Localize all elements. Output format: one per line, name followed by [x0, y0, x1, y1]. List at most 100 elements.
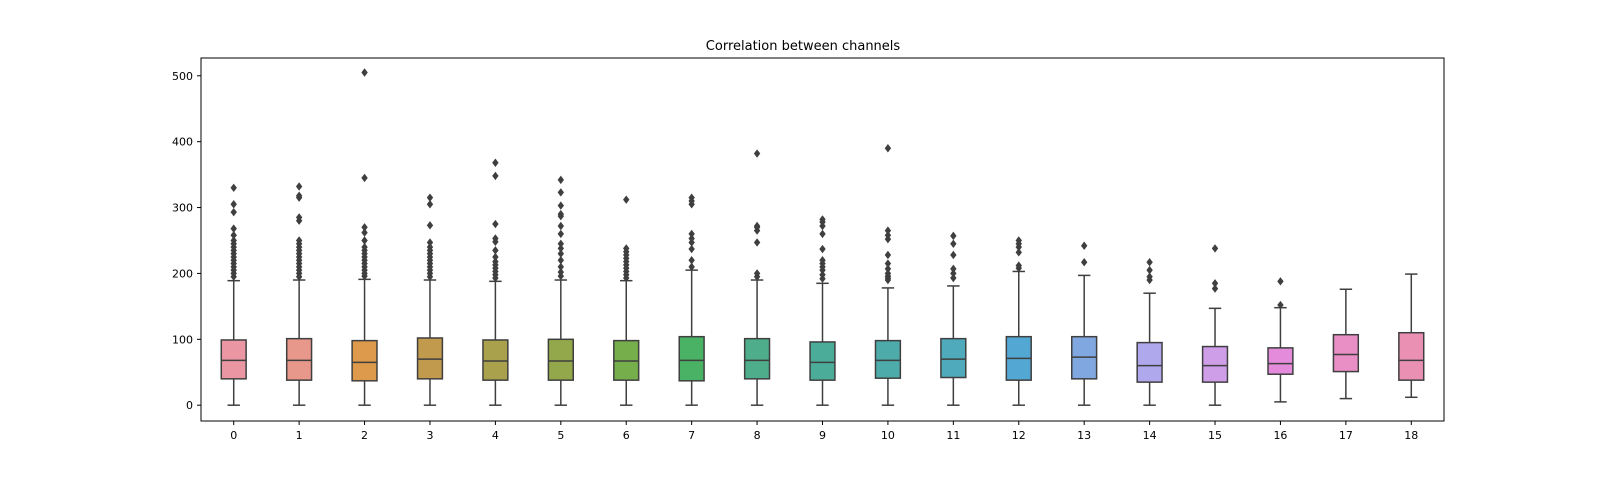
outlier-point — [950, 273, 957, 283]
outlier-point — [557, 244, 565, 253]
box-iqr-15 — [1201, 345, 1229, 383]
outlier-point — [557, 267, 565, 277]
outlier-point — [688, 229, 695, 239]
outlier-point — [230, 236, 237, 245]
outlier-point — [688, 193, 695, 202]
outlier-point — [1146, 272, 1153, 281]
x-tick-label: 5 — [557, 429, 564, 442]
outlier-point — [557, 239, 565, 248]
box-iqr-11 — [940, 337, 967, 379]
box-iqr-10 — [874, 339, 902, 379]
outlier-point — [492, 234, 499, 243]
box-iqr-8 — [743, 337, 771, 380]
box-iqr-16 — [1267, 347, 1294, 375]
outlier-point — [1211, 279, 1219, 288]
outlier-point — [557, 201, 565, 210]
outlier-point — [688, 262, 695, 272]
outlier-point — [884, 264, 892, 274]
outlier-point — [295, 213, 303, 222]
outlier-point — [1211, 284, 1219, 293]
outlier-point — [295, 191, 303, 200]
outlier-point — [623, 244, 630, 253]
outlier-point — [1146, 258, 1153, 267]
y-tick-label: 500 — [172, 70, 193, 83]
outlier-point — [1080, 241, 1088, 250]
box-iqr-18 — [1398, 331, 1425, 381]
outlier-point — [230, 207, 237, 217]
outlier-point — [492, 252, 499, 262]
outlier-point — [753, 238, 761, 247]
box-iqr-1 — [285, 337, 313, 381]
outlier-point — [230, 183, 237, 192]
outlier-point — [688, 244, 695, 254]
y-tick-label: 100 — [172, 333, 193, 346]
x-tick-label: 2 — [361, 429, 368, 442]
outlier-point — [492, 158, 499, 167]
outlier-point — [884, 226, 892, 235]
outlier-point — [492, 219, 499, 229]
x-tick-label: 3 — [426, 429, 433, 442]
x-tick-label: 8 — [754, 429, 761, 442]
outlier-point — [950, 239, 957, 248]
outlier-point — [426, 238, 434, 247]
outlier-point — [950, 231, 957, 241]
outlier-point — [557, 256, 565, 265]
outlier-point — [557, 188, 565, 197]
outlier-point — [557, 262, 565, 272]
outlier-point — [492, 171, 499, 181]
outlier-point — [753, 269, 761, 278]
outlier-point — [361, 223, 368, 232]
outlier-point — [557, 229, 565, 239]
outlier-point — [753, 149, 761, 158]
outlier-point — [623, 195, 630, 204]
outlier-point — [295, 236, 303, 245]
outlier-point — [557, 175, 565, 185]
outlier-point — [950, 269, 957, 278]
outlier-point — [426, 242, 434, 252]
outlier-point — [688, 234, 695, 243]
outlier-point — [361, 236, 368, 245]
outlier-point — [1146, 265, 1153, 275]
outlier-point — [295, 182, 303, 191]
x-tick-label: 17 — [1339, 429, 1353, 442]
outlier-point — [1277, 277, 1284, 286]
x-tick-label: 15 — [1208, 429, 1222, 442]
chart-title: Correlation between channels — [706, 39, 901, 54]
outlier-point — [688, 256, 695, 265]
outlier-point — [361, 242, 368, 252]
x-tick-label: 6 — [623, 429, 630, 442]
outlier-point — [557, 249, 565, 258]
x-tick-label: 9 — [819, 429, 826, 442]
outlier-point — [361, 173, 368, 183]
box-iqr-5 — [547, 338, 574, 381]
outlier-point — [950, 250, 957, 260]
outlier-point — [230, 231, 237, 240]
outlier-point — [819, 256, 826, 265]
x-tick-label: 10 — [881, 429, 895, 442]
outlier-point — [1277, 300, 1284, 310]
y-tick-label: 300 — [172, 202, 193, 215]
outlier-point — [884, 269, 892, 278]
outlier-point — [819, 270, 826, 279]
y-tick-label: 400 — [172, 136, 193, 149]
outlier-point — [361, 68, 368, 77]
x-tick-label: 13 — [1077, 429, 1091, 442]
outlier-point — [361, 228, 368, 237]
outlier-point — [426, 193, 434, 202]
box-iqr-2 — [351, 339, 378, 382]
outlier-point — [492, 246, 499, 255]
outlier-point — [557, 209, 565, 219]
outlier-point — [753, 221, 761, 231]
x-tick-label: 1 — [296, 429, 303, 442]
box-iqr-0 — [220, 339, 247, 380]
outlier-point — [1211, 244, 1219, 253]
outlier-point — [426, 221, 434, 230]
outlier-point — [1015, 248, 1022, 257]
y-tick-label: 200 — [172, 267, 193, 280]
y-tick-label: 0 — [186, 399, 193, 412]
outlier-point — [557, 221, 565, 231]
x-tick-label: 16 — [1273, 429, 1287, 442]
